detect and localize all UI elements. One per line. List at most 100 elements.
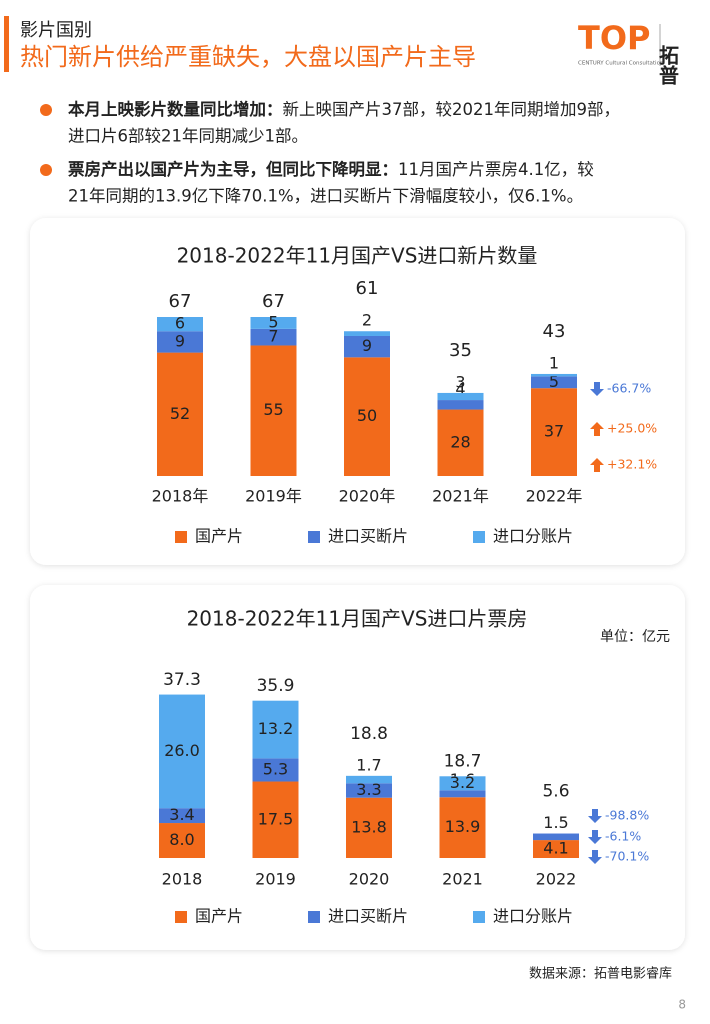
legend-label: 国产片 [195, 527, 243, 546]
total-label: 5.6 [542, 782, 569, 802]
bar-segment [344, 357, 390, 476]
x-tick-label: 2020 [349, 870, 390, 889]
bar-segment [531, 388, 577, 476]
change-label: -98.8% [605, 808, 649, 823]
bullet-line: 本月上映影片数量同比增加：新上映国产片37部，较2021年同期增加9部， [68, 99, 620, 119]
accent-bar [4, 16, 9, 72]
legend-swatch [175, 911, 187, 923]
bullet-text: 新上映国产片37部，较2021年同期增加9部， [283, 100, 621, 119]
legend-swatch [308, 531, 320, 543]
x-tick-label: 2022 [536, 870, 577, 889]
total-label: 18.7 [444, 751, 482, 771]
value-label: 3.4 [169, 805, 194, 824]
bar-segment [252, 758, 299, 782]
bar-segment [439, 797, 486, 858]
total-label: 67 [262, 291, 285, 312]
bar-segment [157, 331, 203, 353]
value-label: 2 [362, 311, 372, 330]
x-tick-label: 2021 [442, 870, 483, 889]
bar-segment [437, 400, 484, 410]
total-label: 61 [356, 278, 379, 299]
section: 影片国别 [20, 20, 92, 41]
value-label: 13.2 [258, 719, 294, 738]
value-label: 13.8 [351, 817, 387, 836]
bar-segment [533, 840, 579, 858]
bar-segment [159, 694, 205, 809]
legend-label: 进口分账片 [493, 907, 573, 926]
legend-swatch [308, 911, 320, 923]
value-label: 4.1 [543, 839, 568, 858]
unit: 单位：亿元 [600, 629, 670, 645]
bar-segment [439, 790, 486, 798]
x-tick-label: 2020年 [339, 487, 396, 506]
bar-segment [344, 335, 390, 358]
bar-segment [157, 317, 203, 332]
x-tick-label: 2022年 [526, 487, 583, 506]
page-number: 8 [678, 998, 686, 1012]
bullet-line: 21年同期的13.9亿下降70.1%，进口买断片下滑幅度较小，仅6.1%。 [68, 187, 583, 206]
total-label: 35 [449, 340, 472, 361]
bullet-lead: 票房产出以国产片为主导，但同比下降明显： [68, 159, 398, 179]
legend-label: 进口分账片 [493, 527, 573, 546]
value-label: 5 [268, 312, 278, 331]
total-label: 43 [543, 321, 566, 342]
bar-segment [250, 328, 297, 346]
bar-segment [344, 331, 390, 336]
page-title: 热门新片供给严重缺失，大盘以国产片主导 [20, 43, 476, 71]
bar-segment [437, 392, 484, 401]
bar-segment [439, 776, 486, 791]
total-label: 37.3 [163, 670, 201, 690]
change-label: -70.1% [605, 849, 649, 864]
value-label: 3 [455, 372, 465, 391]
value-label: 8.0 [169, 830, 194, 849]
bar-segment [346, 783, 392, 798]
legend-label: 进口买断片 [328, 527, 408, 546]
change-label: -66.7% [607, 381, 651, 396]
value-label: 9 [362, 336, 372, 355]
value-label: 6 [175, 314, 185, 333]
value-label: 7 [268, 327, 278, 346]
value-label: 5.3 [263, 759, 288, 778]
legend-swatch [175, 531, 187, 543]
value-label: 1 [549, 353, 559, 372]
bar-segment [250, 345, 297, 476]
value-label: 55 [263, 400, 283, 419]
total-label: 18.8 [350, 724, 388, 744]
change-label: +32.1% [607, 457, 657, 472]
x-tick-label: 2018年 [152, 487, 209, 506]
value-label: 9 [175, 331, 185, 350]
logo: TOP [578, 19, 650, 57]
value-label: 17.5 [258, 809, 294, 828]
bar-segment [437, 409, 484, 476]
value-label: 28 [450, 432, 470, 451]
bar-segment [252, 700, 299, 759]
x-tick-label: 2021年 [432, 487, 489, 506]
value-label: 37 [544, 422, 564, 441]
bullet-text: 11月国产片票房4.1亿，较 [398, 160, 594, 179]
change-label: +25.0% [607, 421, 657, 436]
change-arrow [590, 422, 604, 436]
bar-segment [159, 823, 205, 858]
bullet-dot [40, 164, 52, 176]
legend-swatch [473, 531, 485, 543]
legend-label: 国产片 [195, 907, 243, 926]
bullet-line: 票房产出以国产片为主导，但同比下降明显：11月国产片票房4.1亿，较 [68, 159, 594, 179]
change-arrow [588, 809, 602, 823]
chart-card [30, 585, 685, 950]
bullet-lead: 本月上映影片数量同比增加： [68, 99, 283, 119]
change-label: -6.1% [605, 829, 641, 844]
bar-segment [250, 317, 297, 329]
value-label: 5 [549, 372, 559, 391]
logo-cn: 拓普 [656, 45, 680, 86]
chart-title: 2018-2022年11月国产VS进口片票房 [187, 607, 528, 631]
value-label: 50 [357, 406, 377, 425]
bar-segment [157, 352, 203, 476]
value-label: 1.5 [543, 813, 568, 832]
bar-segment [159, 808, 205, 824]
change-arrow [590, 382, 604, 396]
bar-segment [346, 797, 392, 858]
value-label: 1.7 [356, 755, 381, 774]
bar-segment [252, 781, 299, 858]
